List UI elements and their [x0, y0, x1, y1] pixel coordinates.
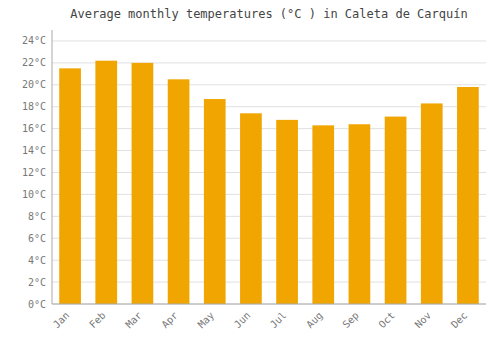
x-tick-label: May [196, 310, 217, 331]
y-tick-label: 12°C [22, 167, 46, 178]
bar [421, 103, 443, 304]
bar [168, 79, 190, 304]
y-tick-label: 18°C [22, 101, 46, 112]
y-tick-label: 2°C [28, 277, 46, 288]
x-tick-label: Oct [376, 310, 397, 331]
chart: Average monthly temperatures (°C ) in Ca… [0, 0, 500, 350]
grid-line [52, 304, 486, 305]
x-tick-label: Jun [232, 310, 253, 331]
bar [457, 87, 479, 304]
y-tick-label: 6°C [28, 233, 46, 244]
x-tick-label: Jul [268, 310, 289, 331]
bar [312, 125, 334, 304]
y-tick-label: 10°C [22, 189, 46, 200]
bar [132, 63, 154, 304]
chart-container: Average monthly temperatures (°C ) in Ca… [0, 0, 500, 350]
bar [59, 68, 81, 304]
x-axis-line [52, 304, 486, 305]
y-tick-label: 14°C [22, 145, 46, 156]
x-tick-label: Nov [413, 310, 434, 331]
x-tick-label: Aug [304, 310, 325, 331]
bars [59, 61, 479, 304]
y-tick-label: 20°C [22, 79, 46, 90]
bar [240, 113, 262, 304]
x-tick-label: Feb [87, 310, 108, 331]
y-tick-label: 4°C [28, 255, 46, 266]
y-tick-label: 24°C [22, 35, 46, 46]
y-tick-label: 16°C [22, 123, 46, 134]
bar [385, 117, 407, 304]
x-tick-label: Jan [51, 310, 72, 331]
grid [52, 41, 486, 304]
grid-line [52, 40, 486, 41]
y-axis-line [52, 30, 53, 304]
bar [95, 61, 117, 304]
bar [204, 99, 226, 304]
y-tick-label: 8°C [28, 211, 46, 222]
bar [276, 120, 298, 304]
x-tick-label: Apr [159, 310, 180, 331]
title: Average monthly temperatures (°C ) in Ca… [70, 7, 467, 21]
y-tick-label: 0°C [28, 299, 46, 310]
x-tick-label: Sep [340, 310, 361, 331]
y-tick-label: 22°C [22, 57, 46, 68]
x-tick-label: Mar [123, 310, 144, 331]
bar [349, 124, 371, 304]
x-tick-label: Dec [449, 310, 470, 331]
